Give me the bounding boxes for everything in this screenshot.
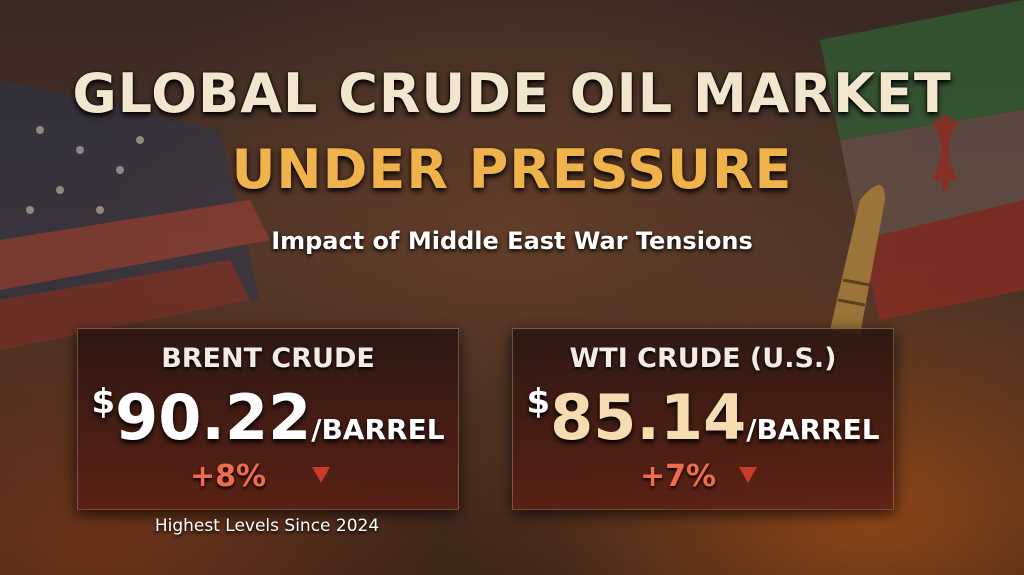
- price-card: BRENT CRUDE $90.22/BARREL +8%: [77, 328, 459, 510]
- price-row: $90.22/BARREL: [78, 381, 458, 454]
- missile: [830, 185, 885, 335]
- title-line-2: UNDER PRESSURE: [231, 138, 793, 201]
- us-flag: [0, 80, 270, 350]
- unit: /BARREL: [311, 413, 445, 446]
- price: 90.22: [115, 381, 312, 454]
- price-card: WTI CRUDE (U.S.) $85.14/BARREL +7%: [512, 328, 894, 510]
- change: +7%: [639, 459, 717, 494]
- price-row: $85.14/BARREL: [513, 381, 893, 454]
- card-name: BRENT CRUDE: [161, 343, 375, 374]
- currency: $: [526, 382, 551, 422]
- iran-flag: [820, 0, 1024, 320]
- footer-note: Highest Levels Since 2024: [154, 516, 380, 536]
- title-line-1: GLOBAL CRUDE OIL MARKET: [72, 62, 952, 125]
- currency: $: [91, 382, 116, 422]
- change: +8%: [189, 459, 267, 494]
- down-arrow: [312, 467, 330, 483]
- price: 85.14: [550, 381, 747, 454]
- card-name: WTI CRUDE (U.S.): [569, 343, 837, 374]
- subtitle: Impact of Middle East War Tensions: [271, 227, 753, 255]
- unit: /BARREL: [746, 413, 880, 446]
- down-arrow: [739, 467, 757, 483]
